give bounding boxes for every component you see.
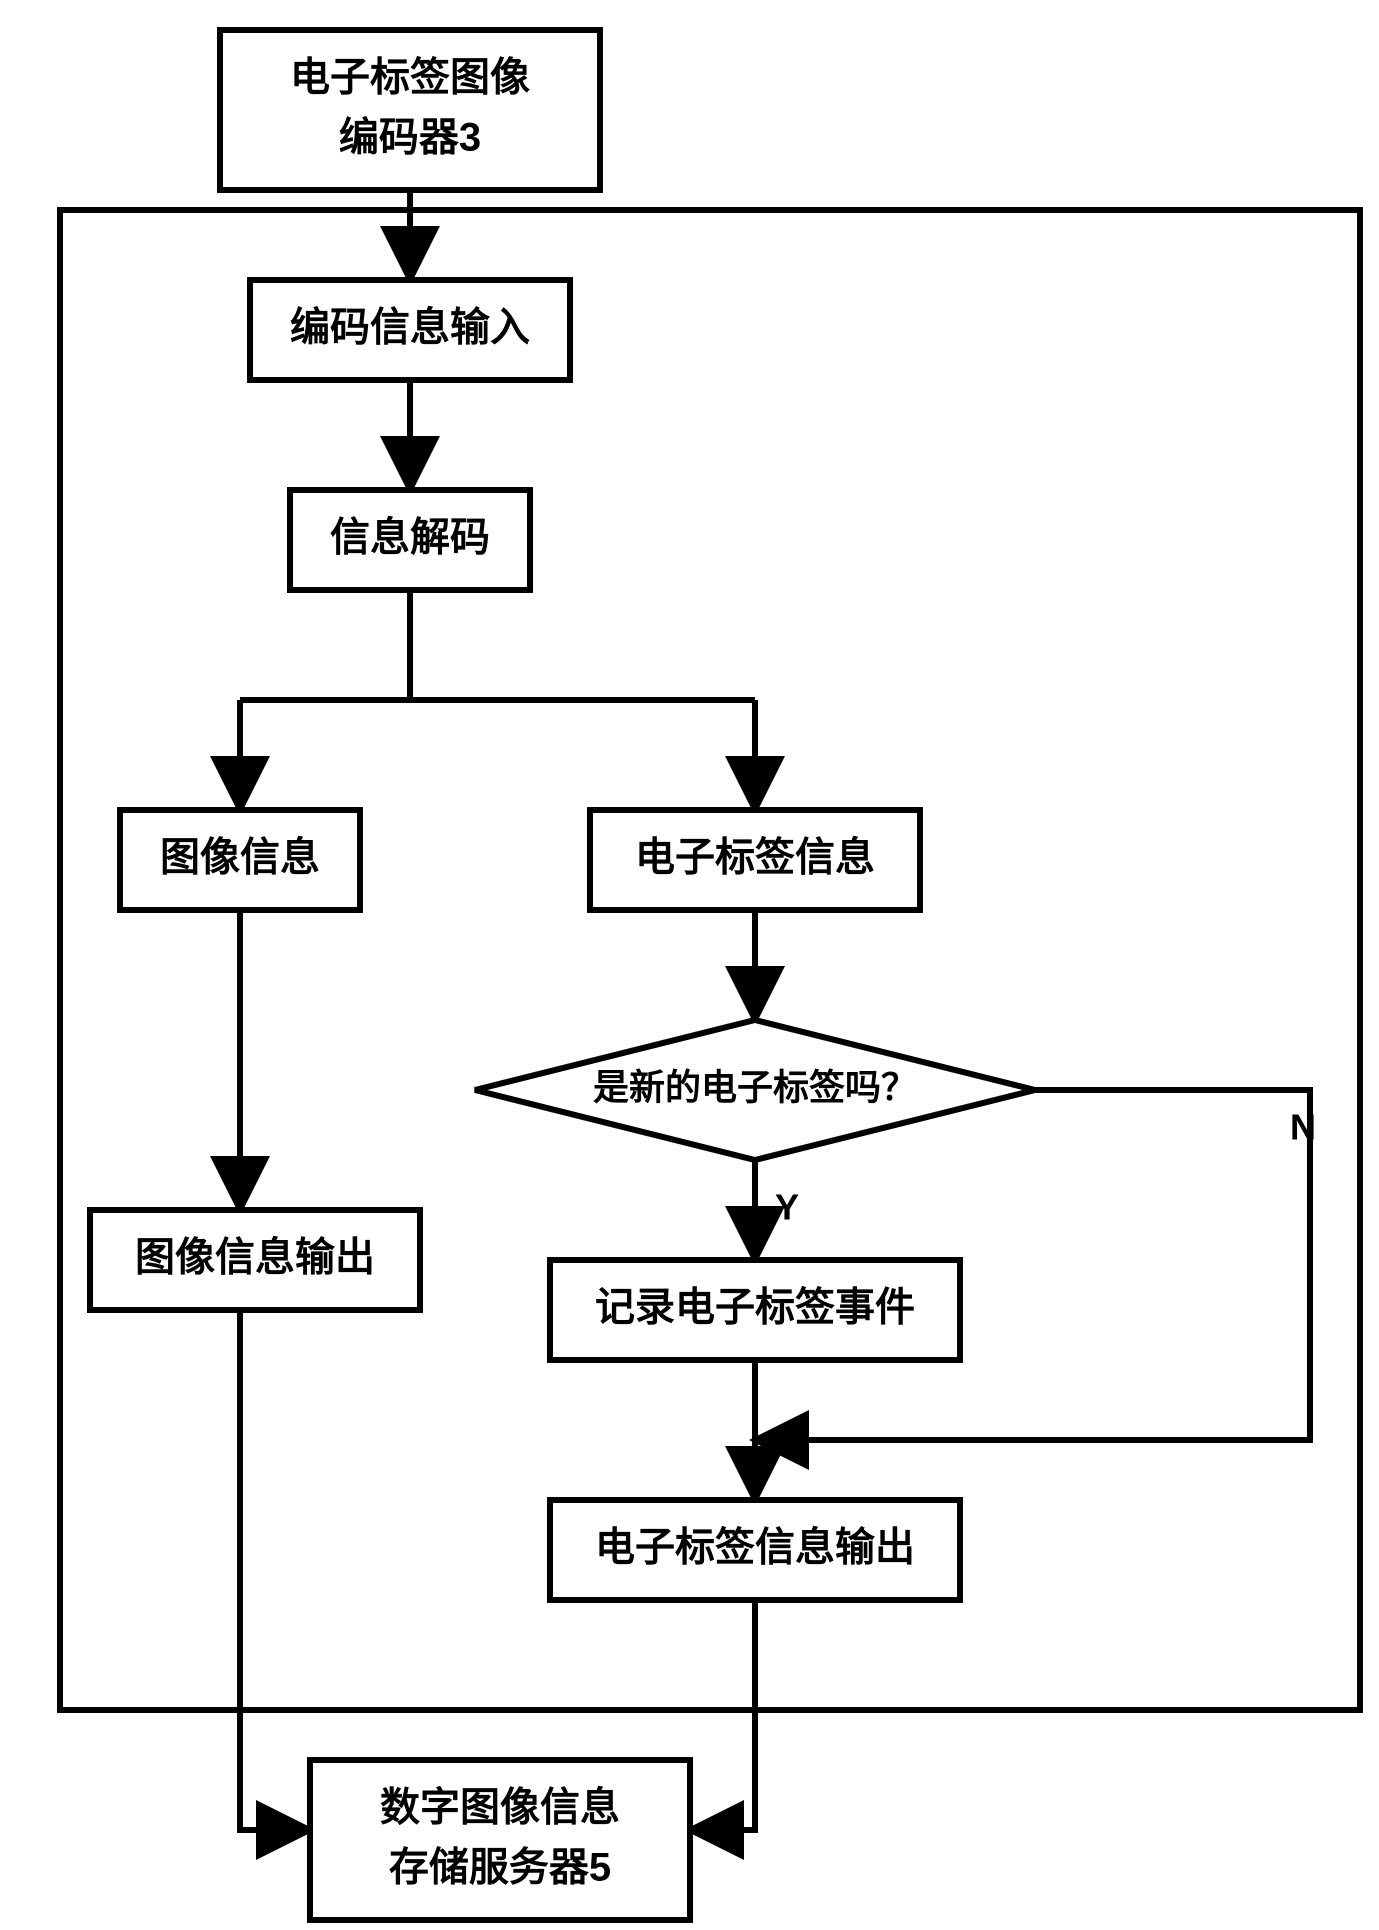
edge-11 [690,1600,755,1830]
node-top_source-label: 编码器3 [339,116,481,160]
node-image_output-label: 图像信息输出 [135,1236,375,1280]
node-tag_output-label: 电子标签信息输出 [595,1526,915,1570]
node-encode_input-label: 编码信息输入 [290,306,530,350]
node-bottom_sink [310,1760,690,1920]
node-tag_info-label: 电子标签信息 [635,836,875,880]
node-decision-label: 是新的电子标签吗？ [593,1067,917,1108]
node-bottom_sink-label: 数字图像信息 [380,1786,620,1830]
node-bottom_sink-label: 存储服务器5 [389,1846,611,1890]
node-info_decode-label: 信息解码 [330,516,490,560]
node-image_info-label: 图像信息 [160,836,320,880]
edge-12 [240,1310,310,1830]
node-top_source-label: 电子标签图像 [290,56,530,100]
edge-8-label: Y [775,1187,799,1228]
edge-9-label: N [1290,1107,1316,1148]
node-record_event-label: 记录电子标签事件 [595,1286,915,1330]
flowchart-diagram: 电子标签图像编码器3 编码信息输入信息解码图像信息 电子标签信息是新的电子标签吗？ 记… [0,0,1379,1930]
node-container [60,210,1360,1710]
node-top_source [220,30,600,190]
